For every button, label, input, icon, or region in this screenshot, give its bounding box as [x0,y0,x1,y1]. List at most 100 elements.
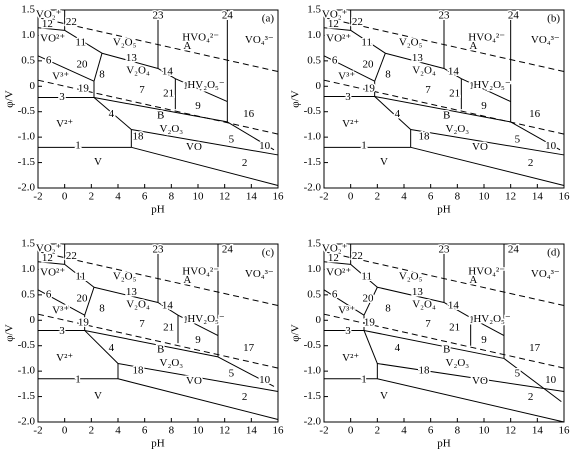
line-number: 1 [361,373,367,385]
species-label: V₂O₃ [446,123,470,135]
x-tick-label: 12 [505,425,516,437]
species-label: VO [472,375,488,387]
line-number: 22 [352,16,363,28]
line-number: 19 [78,316,90,328]
boundary-line [377,363,565,392]
species-label: V³⁺ [338,71,355,83]
species-label: V₂O₄ [126,65,150,77]
line-number: 7 [139,318,145,330]
line-number: 4 [395,108,401,120]
species-label: B [157,343,164,355]
line-number: 12 [328,18,339,30]
y-tick-label: 1.0 [21,263,35,275]
boundary-line [37,55,95,82]
line-number: 15 [469,314,481,326]
line-number: 7 [425,318,431,330]
line-number: 6 [46,288,52,300]
boundary-line [374,96,412,130]
x-tick-label: 8 [169,191,175,203]
line-number: 18 [133,131,145,143]
line-number: 22 [66,250,77,262]
line-number: 13 [412,286,424,298]
boundary-line [117,363,279,392]
line-number: 3 [345,325,351,337]
y-tick-label: -2.0 [18,416,36,428]
species-label: VO²⁺ [40,33,65,45]
boundary-line [323,261,351,265]
line-number: 20 [363,292,375,304]
boundary-dashed [323,79,565,135]
line-number: 2 [242,391,248,403]
boundary-line [461,78,511,102]
boundary-line [350,29,386,54]
species-label: V³⁺ [338,305,355,317]
line-number: 9 [481,100,487,112]
boundary-line [363,330,378,364]
line-number: 23 [153,10,165,22]
x-axis-label: pH [151,438,165,450]
species-label: V [94,390,102,402]
species-label: V [380,156,388,168]
species-label: V²⁺ [342,352,359,364]
boundary-line [503,358,562,403]
species-label: VO [472,141,488,153]
x-tick-label: -2 [319,191,328,203]
species-label: V₂O₅ [399,271,423,283]
line-number: 11 [361,271,372,283]
x-tick-label: 8 [455,191,461,203]
boundary-line [117,378,279,420]
species-label: HVO₄²⁻ [182,32,219,44]
x-tick-label: 16 [273,191,285,203]
line-number: 19 [364,82,376,94]
line-number: 6 [46,54,52,66]
y-tick-label: 0 [30,80,36,92]
line-number: 1 [361,139,367,151]
panel-label: (d) [547,247,560,259]
species-label: VO [186,375,202,387]
species-label: V₂O₃ [160,123,184,135]
y-tick-label: -1.0 [304,131,322,143]
species-label: HV₂O₅⁻ [187,79,225,91]
panel-label: (c) [262,247,275,259]
y-tick-label: -2.0 [304,182,322,194]
boundary-line [443,68,462,80]
boundary-dashed [323,17,565,73]
line-number: 24 [508,244,520,256]
y-tick-label: 1.0 [307,263,321,275]
boundary-line [385,52,445,69]
species-label: V³⁺ [52,305,69,317]
line-number: 13 [412,52,424,64]
species-label: HVO₄²⁻ [468,266,505,278]
y-tick-label: -1.0 [18,131,36,143]
line-number: 14 [162,66,174,78]
boundary-line [101,52,159,69]
species-label: HV₂O₅⁻ [187,313,225,325]
line-number: 7 [425,84,431,96]
x-tick-label: 14 [532,191,544,203]
species-label: V [380,390,388,402]
y-tick-label: -2.0 [18,182,36,194]
boundary-line [131,129,279,156]
species-label: VO²⁺ [326,267,351,279]
boundary-line [410,146,565,186]
line-number: 15 [183,314,195,326]
species-label: VO₂⁺ [36,9,62,21]
line-number: 12 [42,252,53,264]
y-tick-label: 0.5 [21,54,35,66]
line-number: 16 [243,108,255,120]
line-number: 21 [163,321,174,333]
line-number: 4 [109,108,115,120]
boundary-dashed [37,313,279,369]
boundary-dashed [323,313,565,369]
line-number: 5 [229,368,235,380]
species-label: V₂O₅ [113,271,137,283]
line-number: 10 [259,140,271,152]
y-tick-label: -1.5 [18,156,36,168]
line-number: 10 [259,374,271,386]
line-number: 24 [508,10,520,22]
boundary-line [377,286,445,303]
species-label: B [443,343,450,355]
line-number: 11 [75,37,86,49]
line-number: 21 [163,87,174,99]
